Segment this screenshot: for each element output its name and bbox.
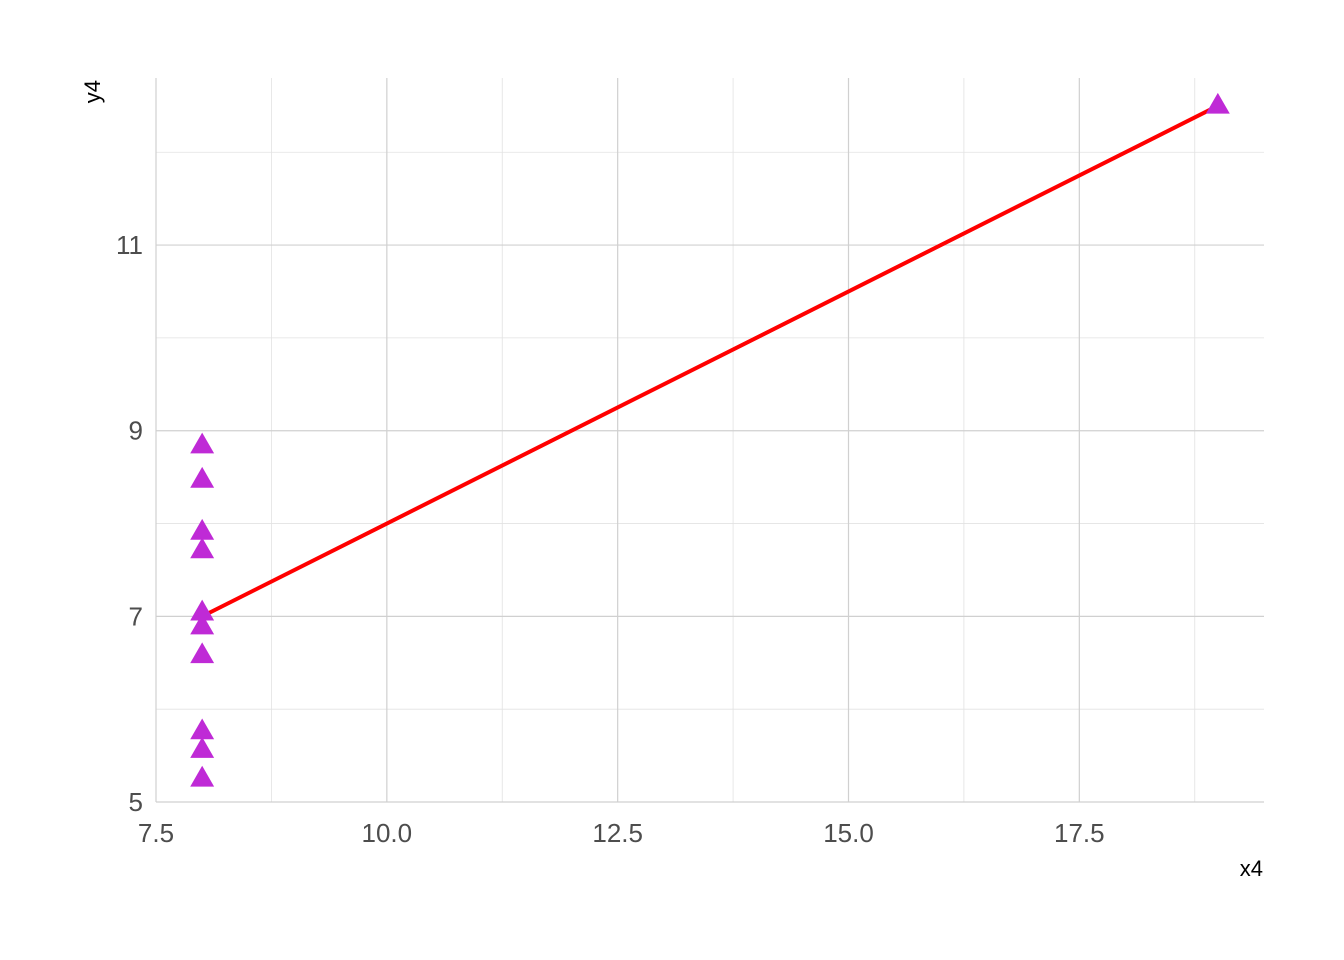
data-point	[190, 432, 215, 454]
data-point	[190, 718, 215, 740]
data-point	[190, 518, 215, 540]
data-point	[190, 737, 215, 758]
grid	[155, 78, 1264, 803]
x-tick-label: 15.0	[823, 818, 874, 848]
data-point	[190, 765, 215, 787]
data-point	[190, 599, 215, 621]
x-tick-label: 7.5	[138, 818, 174, 848]
x-tick-label: 10.0	[362, 818, 413, 848]
data-point	[190, 466, 215, 488]
y-tick-label: 5	[129, 787, 143, 817]
y-axis-title: y4	[80, 80, 105, 103]
fit-line	[201, 104, 1219, 619]
data-point	[190, 613, 215, 635]
points-group	[190, 92, 1230, 787]
data-point	[1205, 92, 1230, 114]
fit-line-group	[201, 104, 1219, 619]
tick-labels: 7.5 10.0 12.5 15.0 17.5 5 7 9 11	[116, 230, 1105, 848]
x-tick-label: 17.5	[1054, 818, 1105, 848]
y-tick-label: 9	[129, 416, 143, 446]
y-tick-label: 11	[116, 230, 143, 260]
data-point	[190, 642, 215, 664]
data-point	[190, 537, 215, 559]
x-axis-title: x4	[1240, 856, 1263, 881]
y-tick-label: 7	[129, 601, 143, 631]
x-tick-label: 12.5	[592, 818, 643, 848]
